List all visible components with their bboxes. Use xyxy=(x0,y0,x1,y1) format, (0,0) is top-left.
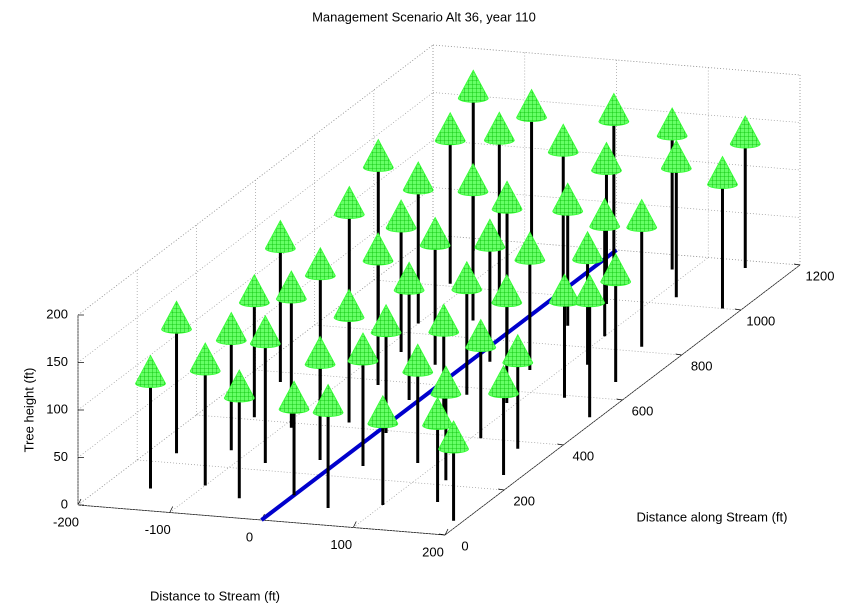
x-tick-label: 100 xyxy=(330,537,352,552)
tree-crown xyxy=(489,366,519,398)
tree-crown xyxy=(458,70,488,102)
tree-crown xyxy=(657,108,687,140)
tree-crown xyxy=(239,275,269,307)
tree-crown xyxy=(458,164,488,196)
chart-title: Management Scenario Alt 36, year 110 xyxy=(312,9,536,24)
y-tick-label: 0 xyxy=(461,538,468,553)
z-axis-title: Tree height (ft) xyxy=(21,368,36,453)
tree-crown xyxy=(305,337,335,369)
tree-crown xyxy=(313,385,343,417)
y-tick-label: 1000 xyxy=(746,313,775,328)
tree-crown xyxy=(599,94,629,126)
tree-crown xyxy=(136,356,166,388)
tree-crown xyxy=(279,381,309,413)
tree-crown xyxy=(305,248,335,280)
tree-crown xyxy=(363,233,393,265)
tree-crown xyxy=(371,305,401,337)
x-tick-label: -100 xyxy=(145,522,171,537)
tree-crown xyxy=(429,304,459,336)
tree-crown xyxy=(162,301,192,333)
y-tick-label: 600 xyxy=(632,403,654,418)
tree-crown xyxy=(484,112,514,144)
z-tick-label: 200 xyxy=(46,306,68,321)
tick-mark xyxy=(170,507,173,513)
tree-crown xyxy=(517,90,547,122)
tree-crown xyxy=(492,181,522,213)
y-tick-label: 200 xyxy=(513,493,535,508)
tree-crown xyxy=(403,162,433,194)
y-axis-title: Distance along Stream (ft) xyxy=(636,509,787,524)
tick-mark xyxy=(353,522,356,528)
y-tick-label: 800 xyxy=(691,358,713,373)
tree-crown xyxy=(265,221,295,253)
z-tick-label: 100 xyxy=(46,401,68,416)
tree-crown xyxy=(420,218,450,250)
z-tick-label: 150 xyxy=(46,354,68,369)
tree-crown xyxy=(591,143,621,175)
x-tick-label: 0 xyxy=(246,529,253,544)
tree-crown xyxy=(403,344,433,376)
y-tick-label: 1200 xyxy=(806,268,835,283)
tree-crown xyxy=(334,187,364,219)
tree-crown xyxy=(368,396,398,428)
x-tick-label: 200 xyxy=(422,544,444,559)
z-tick-label: 50 xyxy=(54,449,68,464)
tree-crown xyxy=(452,262,482,294)
tree-crown xyxy=(627,200,657,232)
tree-crown xyxy=(553,183,583,215)
tree-crown xyxy=(190,343,220,375)
x-tick-label: -200 xyxy=(53,514,79,529)
tree-crown xyxy=(334,290,364,322)
tree-crown xyxy=(363,140,393,172)
tree-crown xyxy=(435,113,465,145)
y-tick-label: 400 xyxy=(572,448,594,463)
tree-crown xyxy=(707,157,737,189)
chart: Management Scenario Alt 36, year 110 Dis… xyxy=(0,0,849,610)
tree-crown xyxy=(423,398,453,430)
tree-crown xyxy=(348,333,378,365)
tree-crown xyxy=(730,116,760,148)
tick-mark xyxy=(78,499,81,505)
x-axis-title: Distance to Stream (ft) xyxy=(150,588,280,603)
tree-crown xyxy=(224,370,254,402)
tree-crown xyxy=(492,275,522,307)
tree-crown xyxy=(548,124,578,156)
tree-crown xyxy=(216,313,246,345)
tree-crown xyxy=(573,232,603,264)
z-tick-label: 0 xyxy=(61,496,68,511)
tree-crown xyxy=(515,232,545,264)
tree-crown xyxy=(386,200,416,232)
tree-crown xyxy=(661,141,691,173)
